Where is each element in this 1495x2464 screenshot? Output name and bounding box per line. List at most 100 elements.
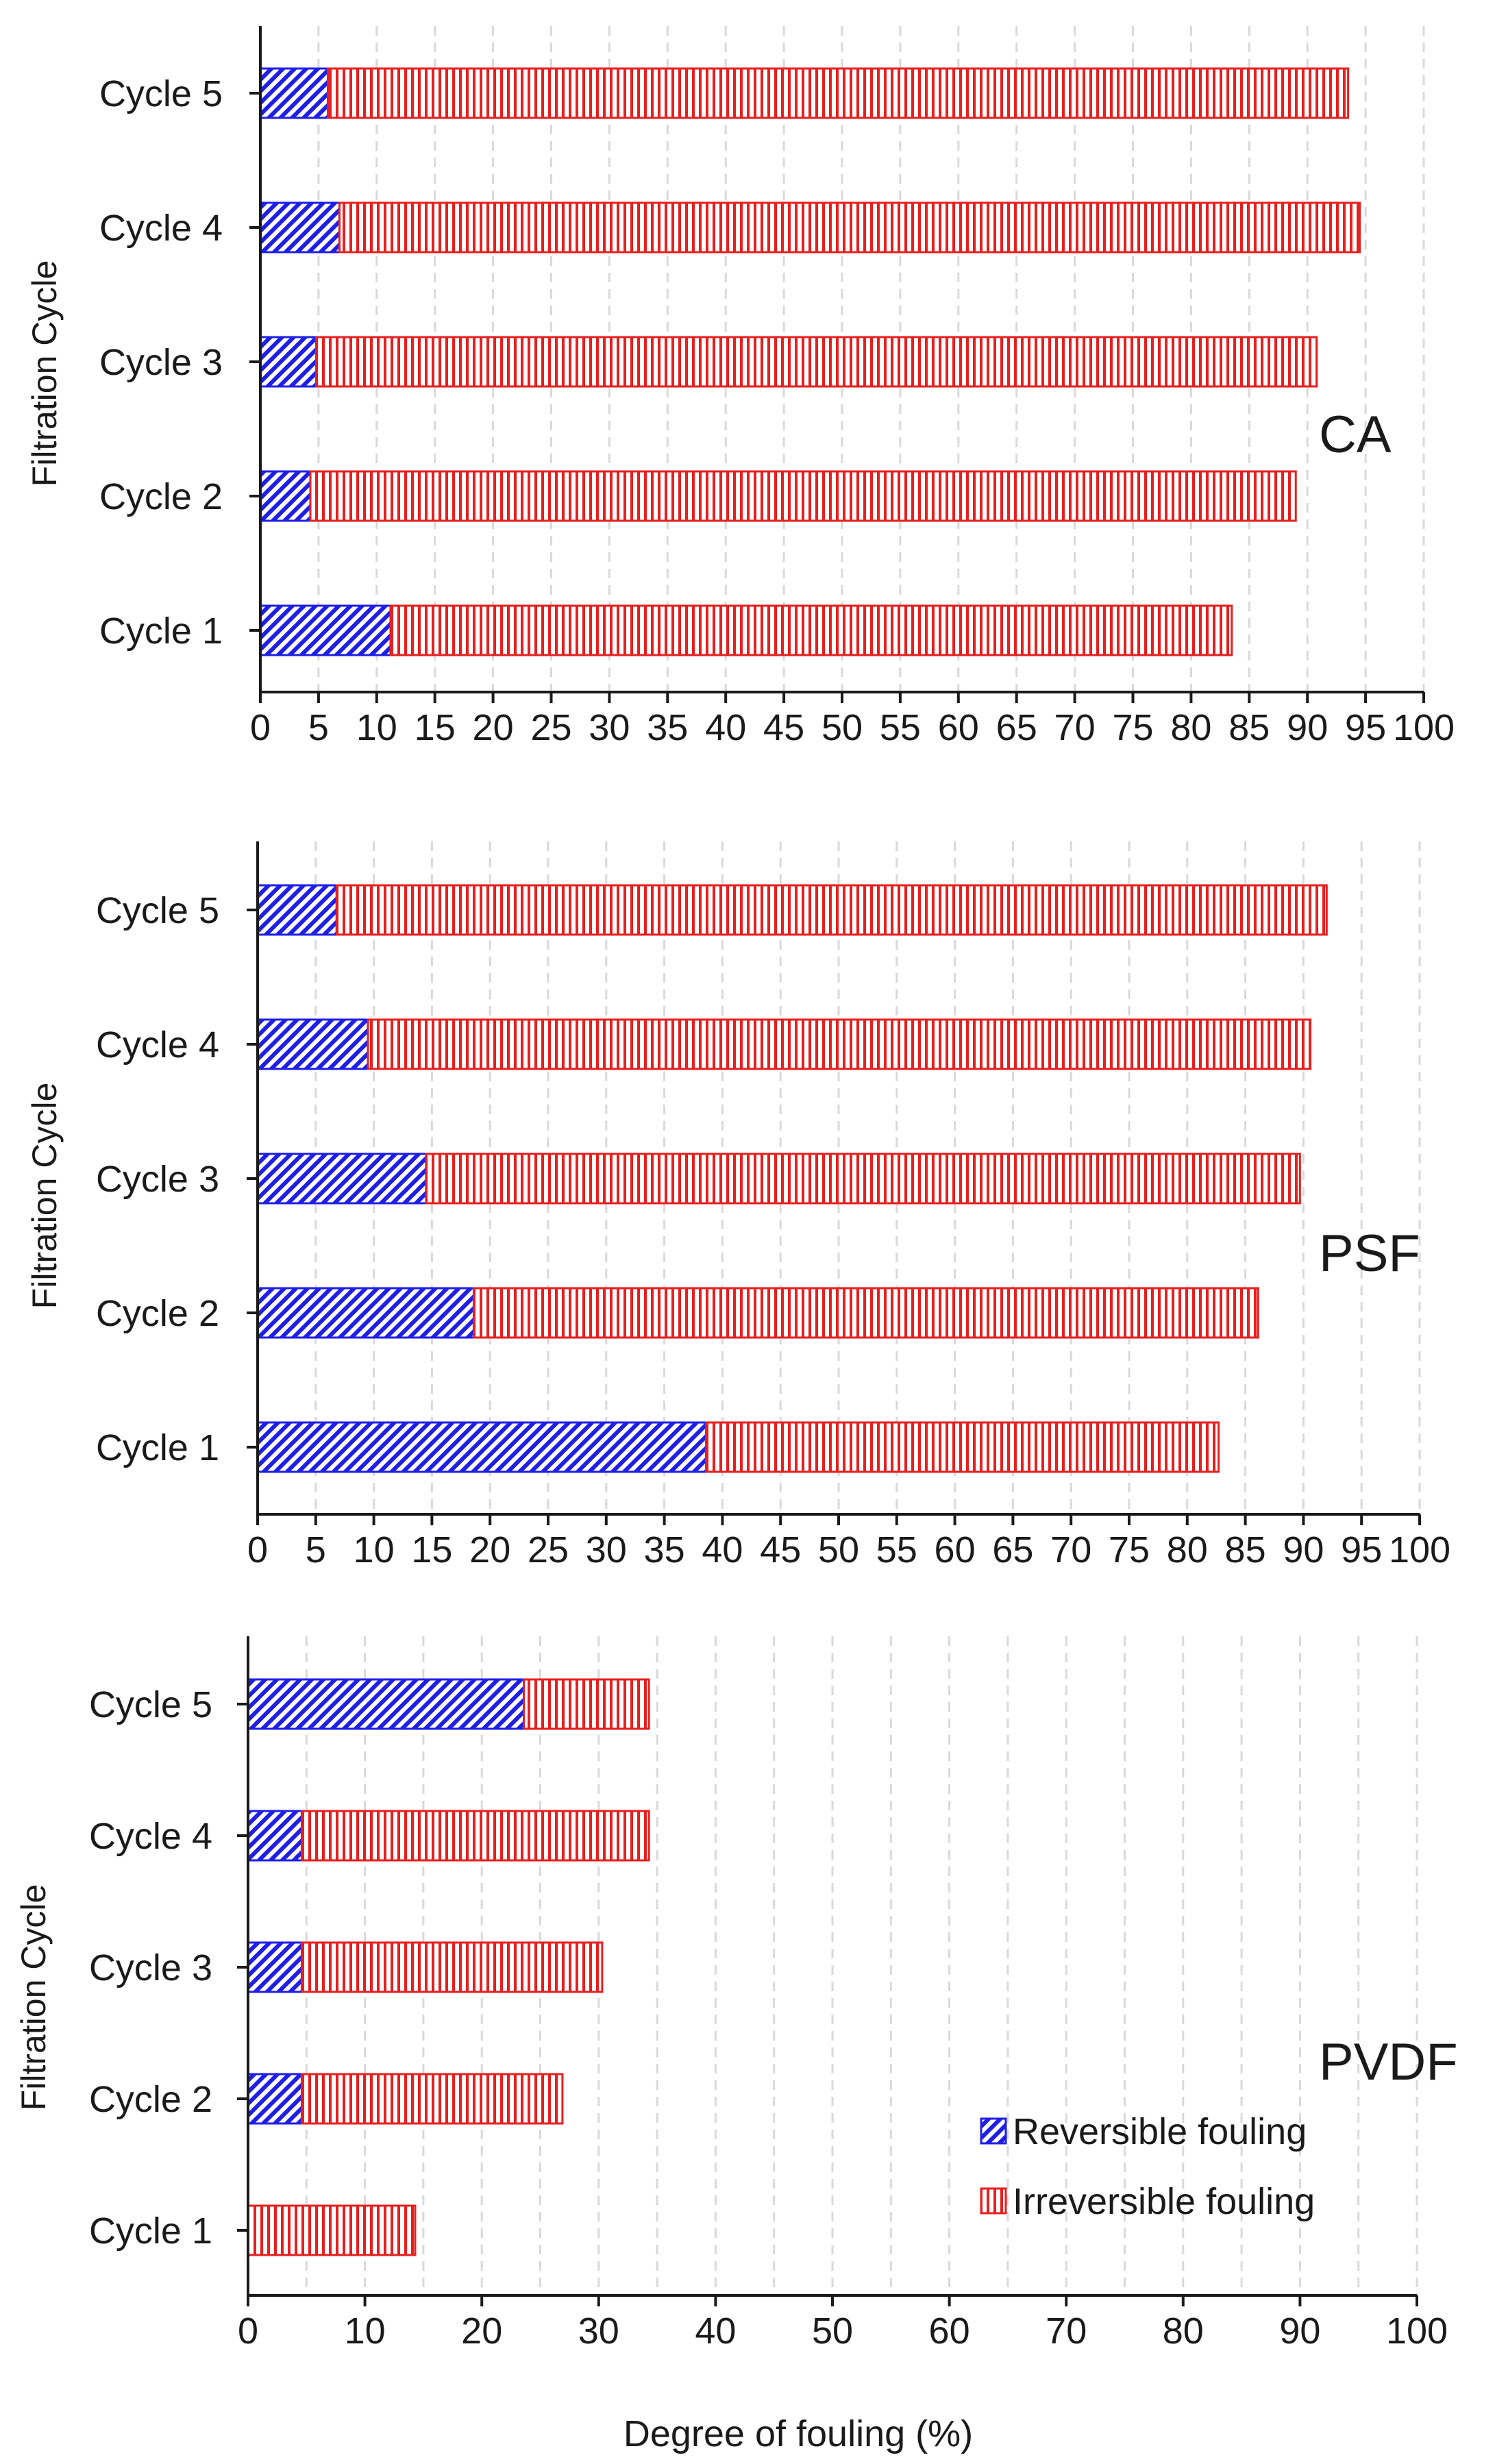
bar-reversible [247,1810,303,1862]
category-label: Cycle 2 [99,476,223,517]
x-tick-label: 50 [812,2311,853,2352]
panel-label: PVDF [1319,2033,1458,2091]
x-tick-label: 10 [345,2311,386,2352]
category-labels: Cycle 1 Cycle 2 Cycle 3 Cycle 4 Cycle 5 [99,73,223,652]
y-axis-title: Filtration Cycle [14,1884,53,2111]
bar-reversible [256,1421,708,1473]
x-tick-label: 30 [586,1529,627,1570]
category-labels: Cycle 1 Cycle 2 Cycle 3 Cycle 4 Cycle 5 [89,1684,212,2252]
x-tick-label: 70 [1046,2311,1087,2352]
bar-irreversible [326,67,1350,119]
x-tick-label: 15 [411,1529,452,1570]
bar-reversible [259,67,329,119]
bar-irreversible [472,1287,1259,1339]
bar-irreversible [335,884,1328,936]
x-tick-label: 25 [528,1529,569,1570]
category-label: Cycle 4 [99,208,223,249]
bar-reversible [259,336,318,388]
x-tick-label: 45 [763,707,804,748]
panel-label: PSF [1319,1224,1420,1283]
chart-panel-psf: 0 5 10 15 20 25 30 35 40 45 50 55 60 65 70 75 80 85 90 95 10… [25,841,1450,1570]
x-tick-label: 65 [996,707,1037,748]
bar-reversible [259,470,312,522]
axes [249,26,1425,703]
x-tick-label: 30 [589,707,630,748]
x-tick-label: 45 [760,1529,801,1570]
x-tick-label: 35 [647,707,688,748]
x-tick-label: 20 [469,1529,510,1570]
x-tick-label: 90 [1279,2311,1320,2352]
x-tick-label: 25 [530,707,571,748]
x-tick-label: 65 [992,1529,1033,1570]
legend-swatch-irreversible [980,2187,1007,2215]
bar-irreversible [247,2204,417,2256]
x-tick-label: 85 [1228,707,1270,748]
x-tick-label: 75 [1109,1529,1150,1570]
x-tick-label: 80 [1170,707,1211,748]
x-tick-label: 20 [473,707,514,748]
x-tick-label: 50 [821,707,863,748]
x-tick-label: 55 [880,707,921,748]
y-axis-title: Filtration Cycle [25,1083,64,1309]
category-label: Cycle 1 [96,1427,219,1468]
bars [256,884,1328,1473]
x-tick-label: 70 [1054,707,1096,748]
category-label: Cycle 4 [89,1816,212,1857]
x-tick-label: 90 [1283,1529,1324,1570]
panel-label: CA [1319,406,1392,464]
category-label: Cycle 3 [96,1159,219,1200]
bar-irreversible [300,2073,564,2125]
category-label: Cycle 5 [96,890,219,931]
x-tick-label: 0 [250,707,271,748]
legend: Reversible fouling Irreversible fouling [980,2111,1315,2222]
bar-irreversible [300,1810,650,1862]
legend-label-reversible: Reversible fouling [1013,2111,1307,2152]
bar-irreversible [309,470,1297,522]
bar-irreversible [523,1678,650,1730]
x-tick-labels: 0 10 20 30 40 50 60 70 80 90 100 [238,2311,1448,2352]
bar-reversible [256,1018,369,1070]
category-label: Cycle 2 [89,2079,212,2120]
x-tick-label: 35 [644,1529,685,1570]
x-tick-label: 0 [247,1529,268,1570]
x-tick-label: 60 [938,707,979,748]
x-tick-labels: 0 5 10 15 20 25 30 35 40 45 50 55 60 65 70 75 80 85 90 95 10… [250,707,1455,748]
category-label: Cycle 1 [89,2210,212,2252]
category-label: Cycle 2 [96,1293,219,1334]
x-tick-label: 100 [1393,707,1455,748]
x-tick-label: 40 [695,2311,736,2352]
x-tick-label: 10 [354,1529,395,1570]
bar-reversible [256,1153,428,1205]
category-label: Cycle 4 [96,1024,219,1065]
x-axis-title: Degree of fouling (%) [623,2413,973,2454]
x-tick-label: 50 [818,1529,859,1570]
category-label: Cycle 5 [99,73,223,114]
x-tick-label: 30 [578,2311,619,2352]
y-axis-title: Filtration Cycle [25,260,64,487]
x-tick-label: 85 [1225,1529,1266,1570]
category-labels: Cycle 1 Cycle 2 Cycle 3 Cycle 4 Cycle 5 [96,890,219,1468]
legend-label-irreversible: Irreversible fouling [1013,2181,1315,2222]
x-tick-label: 80 [1167,1529,1208,1570]
x-tick-label: 100 [1386,2311,1448,2352]
x-tick-label: 90 [1287,707,1328,748]
x-tick-label: 40 [702,1529,743,1570]
x-tick-label: 100 [1389,1529,1450,1570]
bar-irreversible [367,1018,1312,1070]
category-label: Cycle 1 [99,611,223,652]
x-tick-label: 15 [415,707,456,748]
bar-reversible [259,201,341,254]
bar-reversible [247,1678,526,1730]
x-tick-label: 40 [705,707,746,748]
category-label: Cycle 3 [89,1947,212,1988]
x-tick-label: 10 [356,707,397,748]
category-label: Cycle 5 [89,1684,212,1725]
x-tick-label: 80 [1163,2311,1204,2352]
bar-irreversible [705,1421,1220,1473]
bar-irreversible [425,1153,1301,1205]
x-tick-label: 95 [1345,707,1386,748]
category-label: Cycle 3 [99,342,223,383]
axes [237,1636,1418,2306]
x-tick-label: 60 [929,2311,970,2352]
